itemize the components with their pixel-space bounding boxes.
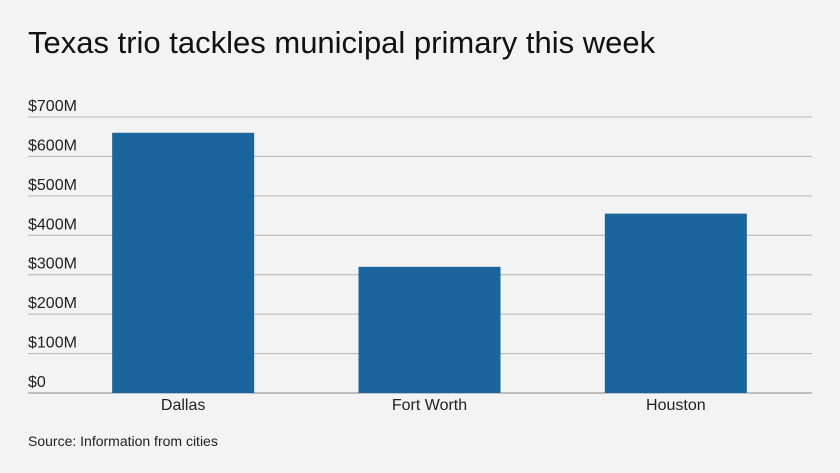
y-tick-label: $200M <box>28 295 77 312</box>
y-tick-label: $300M <box>28 256 77 273</box>
bar <box>112 132 255 393</box>
x-tick-label: Fort Worth <box>392 397 467 414</box>
y-tick-label: $700M <box>28 98 77 115</box>
chart-title: Texas trio tackles municipal primary thi… <box>28 25 656 60</box>
y-tick-label: $400M <box>28 216 77 233</box>
y-tick-label: $500M <box>28 177 77 194</box>
bar <box>604 213 747 393</box>
y-tick-label: $100M <box>28 335 77 352</box>
x-tick-label: Dallas <box>161 397 205 414</box>
bar <box>358 266 501 393</box>
source-note: Source: Information from cities <box>28 433 218 449</box>
y-tick-label: $600M <box>28 137 77 154</box>
x-tick-label: Houston <box>646 397 706 414</box>
y-tick-label: $0 <box>28 374 46 391</box>
